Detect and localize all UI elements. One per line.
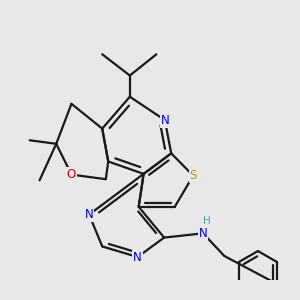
Text: S: S <box>190 169 197 182</box>
Text: N: N <box>199 227 208 240</box>
Text: N: N <box>160 114 169 127</box>
Text: N: N <box>133 250 142 263</box>
Text: O: O <box>67 168 76 181</box>
Text: N: N <box>85 208 94 221</box>
Text: H: H <box>203 216 211 226</box>
